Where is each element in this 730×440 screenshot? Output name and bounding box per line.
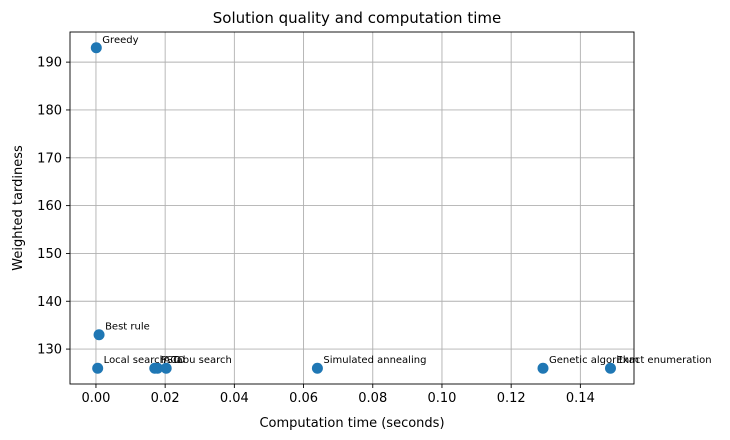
point-genetic-algorithm	[537, 362, 549, 374]
point-greedy	[90, 42, 102, 54]
point-label-tabu-search: Tabu search	[171, 355, 232, 366]
point-local-search	[92, 362, 104, 374]
x-tick-label: 0.14	[566, 391, 595, 406]
x-tick-label: 0.08	[358, 391, 387, 406]
point-label-best-rule: Best rule	[105, 322, 150, 333]
x-axis-label: Computation time (seconds)	[259, 416, 444, 431]
point-tabu-search	[160, 362, 172, 374]
x-tick-label: 0.04	[220, 391, 249, 406]
point-label-local-search: Local search	[104, 355, 166, 366]
y-tick-label: 140	[37, 295, 62, 310]
y-tick-label: 130	[37, 343, 62, 358]
y-tick-label: 150	[37, 247, 62, 262]
y-tick-label: 170	[37, 151, 62, 166]
point-label-pso: PSO	[161, 355, 181, 366]
grid-layer	[70, 32, 634, 384]
x-tick-label: 0.06	[289, 391, 318, 406]
point-label-genetic-algorithm: Genetic algorithm	[549, 355, 639, 366]
axes: 0.00 0.02 0.04 0.06 0.08 0.10 0.12 0.14 130 140 15…	[37, 56, 595, 406]
y-tick-label: 180	[37, 103, 62, 118]
x-tick-label: 0.10	[427, 391, 456, 406]
plot-frame	[69, 31, 635, 385]
point-label-exact-enumeration: Exact enumeration	[616, 355, 711, 366]
y-axis-label: Weighted tardiness	[11, 145, 26, 271]
point-simulated-annealing	[311, 362, 323, 374]
x-tick-label: 0.00	[81, 391, 110, 406]
y-tick-label: 160	[37, 199, 62, 214]
point-label-simulated-annealing: Simulated annealing	[323, 355, 426, 366]
data-points	[90, 42, 616, 374]
point-aco	[152, 362, 164, 374]
point-best-rule	[93, 329, 105, 341]
chart-title: Solution quality and computation time	[213, 9, 501, 27]
point-label-greedy: Greedy	[102, 35, 138, 46]
point-label-aco: ACO	[164, 355, 186, 366]
y-tick-label: 190	[37, 56, 62, 71]
point-exact-enumeration	[604, 362, 616, 374]
x-tick-label: 0.02	[151, 391, 180, 406]
x-tick-label: 0.12	[497, 391, 526, 406]
